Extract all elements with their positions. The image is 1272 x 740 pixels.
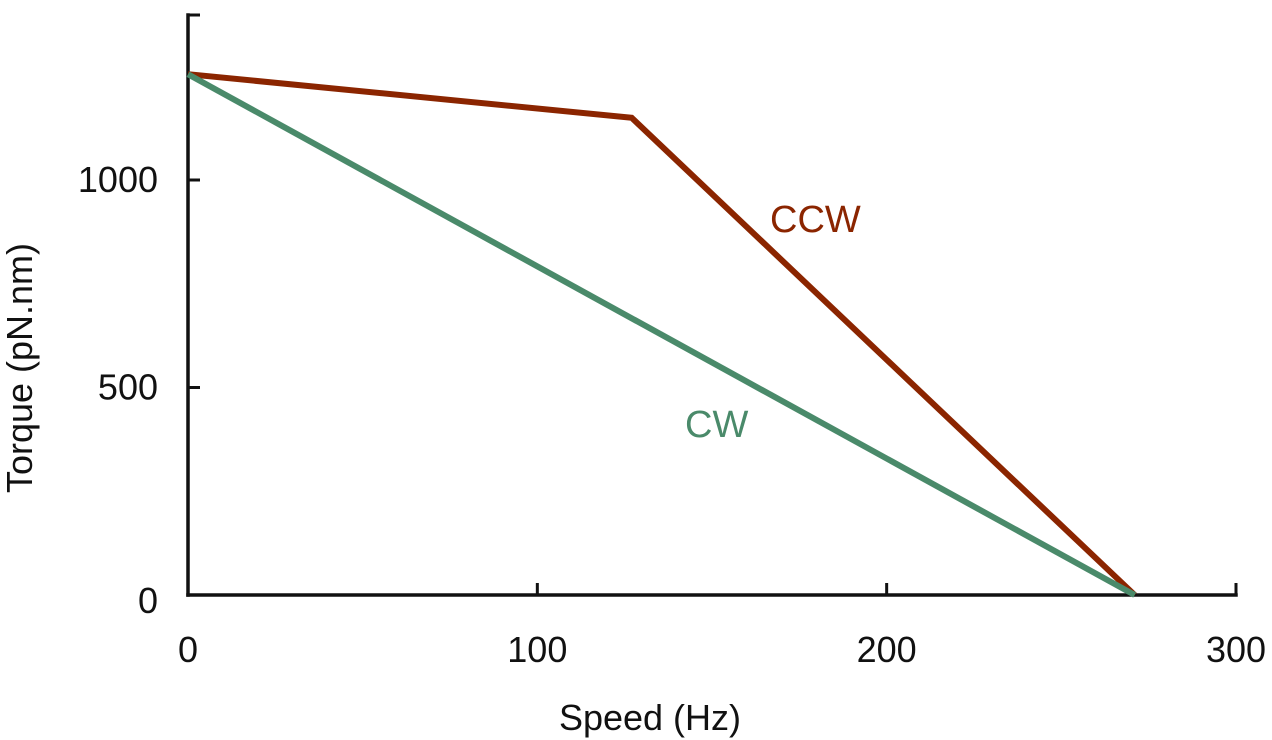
- x-tick-label: 100: [507, 629, 567, 670]
- x-tick-label: 200: [857, 629, 917, 670]
- y-tick-label: 1000: [78, 159, 158, 200]
- x-tick-label: 300: [1206, 629, 1266, 670]
- series-line-ccw: [187, 71, 1137, 598]
- x-axis-title: Speed (Hz): [559, 697, 741, 738]
- series-line-cw: [186, 71, 1137, 598]
- axes: [186, 13, 1238, 597]
- y-axis-title: Torque (pN.nm): [0, 243, 40, 493]
- ticks: 0 100 200 300 0 500 1000: [78, 159, 1266, 670]
- y-tick-label: 500: [98, 367, 158, 408]
- series-label-cw: CW: [685, 404, 748, 446]
- x-tick-label: 0: [178, 629, 198, 670]
- y-tick-label: 0: [138, 580, 158, 621]
- series-lines: [186, 71, 1137, 598]
- series-label-ccw: CCW: [770, 199, 861, 241]
- series-labels: CCW CW: [685, 199, 861, 446]
